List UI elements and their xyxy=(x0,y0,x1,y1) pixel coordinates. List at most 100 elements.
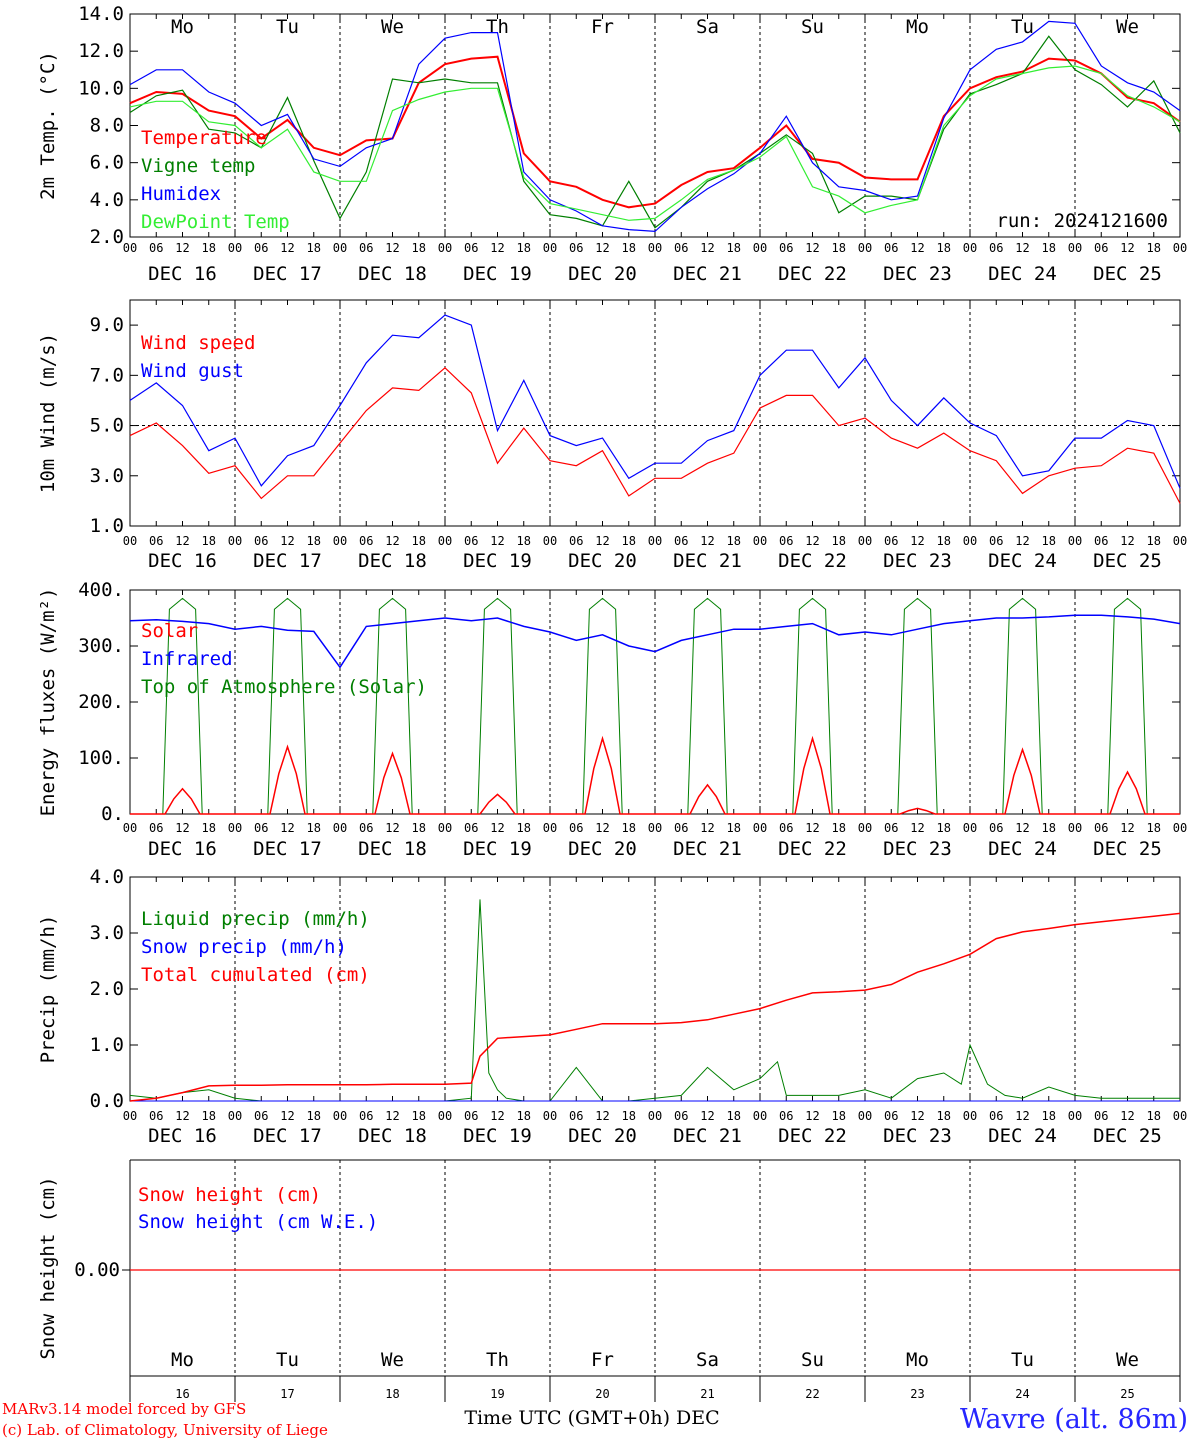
hour-tick-label: 06 xyxy=(464,1109,478,1123)
hour-tick-label: 00 xyxy=(1068,534,1082,548)
hour-tick-label: 18 xyxy=(1042,1109,1056,1123)
hour-tick-label: 06 xyxy=(884,241,898,255)
hour-tick-label: 18 xyxy=(412,821,426,835)
hour-tick-label: 12 xyxy=(910,821,924,835)
hour-tick-label: 18 xyxy=(937,1109,951,1123)
y-tick-label: 9.0 xyxy=(90,314,124,336)
wind-series-1 xyxy=(129,314,1181,489)
hour-tick-label: 06 xyxy=(989,1109,1003,1123)
hour-tick-label: 00 xyxy=(228,1109,242,1123)
date-label: DEC 25 xyxy=(1093,1125,1162,1147)
y-tick-label: 2.0 xyxy=(90,978,124,1000)
y-tick-label: 3.0 xyxy=(90,922,124,944)
bottom-day-number: 17 xyxy=(280,1387,294,1401)
bottom-day-number: 20 xyxy=(595,1387,609,1401)
bottom-day-number: 25 xyxy=(1120,1387,1134,1401)
hour-tick-label: 12 xyxy=(175,1109,189,1123)
hour-tick-label: 06 xyxy=(884,821,898,835)
hour-tick-label: 12 xyxy=(490,241,504,255)
hour-tick-label: 12 xyxy=(910,241,924,255)
hour-tick-label: 18 xyxy=(727,241,741,255)
hour-tick-label: 00 xyxy=(963,821,977,835)
hour-tick-label: 06 xyxy=(359,1109,373,1123)
hour-tick-label: 00 xyxy=(123,1109,137,1123)
date-label: DEC 22 xyxy=(778,263,847,285)
wind-legend-1: Wind gust xyxy=(141,360,244,382)
hour-tick-label: 06 xyxy=(464,821,478,835)
y-axis-title-4: Precip (mm/h) xyxy=(37,915,59,1064)
bottom-weekday-label: We xyxy=(1116,1349,1139,1371)
date-label: DEC 23 xyxy=(883,263,952,285)
y-tick-label: 0. xyxy=(101,803,124,825)
date-label: DEC 23 xyxy=(883,1125,952,1147)
hour-tick-label: 00 xyxy=(543,821,557,835)
hour-tick-label: 06 xyxy=(989,534,1003,548)
y-tick-label: 4.0 xyxy=(90,189,124,211)
hour-tick-label: 18 xyxy=(517,241,531,255)
hour-tick-label: 00 xyxy=(963,1109,977,1123)
y-tick-label: 14.0 xyxy=(78,3,124,25)
precip-legend-0: Liquid precip (mm/h) xyxy=(141,908,370,930)
weekday-label: Su xyxy=(801,16,824,38)
hour-tick-label: 00 xyxy=(1173,1109,1187,1123)
date-label: DEC 18 xyxy=(358,838,427,860)
date-label: DEC 22 xyxy=(778,550,847,572)
date-label: DEC 17 xyxy=(253,263,322,285)
hour-tick-label: 18 xyxy=(1147,241,1161,255)
date-label: DEC 21 xyxy=(673,550,742,572)
weekday-label: Mo xyxy=(906,16,929,38)
hour-tick-label: 18 xyxy=(622,821,636,835)
date-label: DEC 19 xyxy=(463,838,532,860)
temp-legend-0: Temperature xyxy=(141,127,267,149)
bottom-weekday-label: Sa xyxy=(696,1349,719,1371)
hour-tick-label: 18 xyxy=(1147,534,1161,548)
hour-tick-label: 00 xyxy=(858,821,872,835)
hour-tick-label: 18 xyxy=(517,534,531,548)
date-label: DEC 17 xyxy=(253,838,322,860)
hour-tick-label: 00 xyxy=(648,1109,662,1123)
y-tick-label: 300. xyxy=(78,635,124,657)
hour-tick-label: 00 xyxy=(333,534,347,548)
hour-tick-label: 00 xyxy=(963,241,977,255)
hour-tick-label: 12 xyxy=(385,821,399,835)
wind-series-0 xyxy=(129,366,1181,504)
footer-station-label: Wavre (alt. 86m) xyxy=(960,1404,1188,1435)
hour-tick-label: 00 xyxy=(543,241,557,255)
bottom-weekday-label: We xyxy=(381,1349,404,1371)
date-label: DEC 17 xyxy=(253,550,322,572)
hour-tick-label: 06 xyxy=(149,1109,163,1123)
hour-tick-label: 18 xyxy=(202,821,216,835)
date-label: DEC 23 xyxy=(883,550,952,572)
y-tick-label: 6.0 xyxy=(90,152,124,174)
hour-tick-label: 06 xyxy=(674,241,688,255)
temp-series-3 xyxy=(129,65,1181,221)
snow-legend-1: Snow height (cm W.E.) xyxy=(138,1211,378,1233)
infrared-line xyxy=(129,614,1181,669)
hour-tick-label: 06 xyxy=(254,534,268,548)
energy-legend-1: Infrared xyxy=(141,648,233,670)
hour-tick-label: 00 xyxy=(333,1109,347,1123)
bottom-day-number: 23 xyxy=(910,1387,924,1401)
y-tick-label: 0.0 xyxy=(90,1090,124,1112)
weekday-label: Fr xyxy=(591,16,614,38)
y-axis-title-5: Snow height (cm) xyxy=(37,1176,59,1359)
date-label: DEC 24 xyxy=(988,838,1057,860)
weekday-label: We xyxy=(381,16,404,38)
hour-tick-label: 12 xyxy=(595,534,609,548)
hour-tick-label: 06 xyxy=(254,821,268,835)
y-tick-label: 200. xyxy=(78,691,124,713)
solar-line xyxy=(130,735,1180,815)
energy-legend-0: Solar xyxy=(141,620,198,642)
hour-tick-label: 00 xyxy=(333,821,347,835)
hour-tick-label: 18 xyxy=(622,534,636,548)
hour-tick-label: 00 xyxy=(438,821,452,835)
hour-tick-label: 12 xyxy=(700,534,714,548)
y-axis-title-1: 2m Temp. (°C) xyxy=(37,51,59,200)
bottom-day-number: 22 xyxy=(805,1387,819,1401)
hour-tick-label: 18 xyxy=(307,1109,321,1123)
hour-tick-label: 12 xyxy=(175,821,189,835)
hour-tick-label: 00 xyxy=(123,534,137,548)
hour-tick-label: 18 xyxy=(832,241,846,255)
hour-tick-label: 00 xyxy=(228,821,242,835)
y-tick-label: 8.0 xyxy=(90,115,124,137)
